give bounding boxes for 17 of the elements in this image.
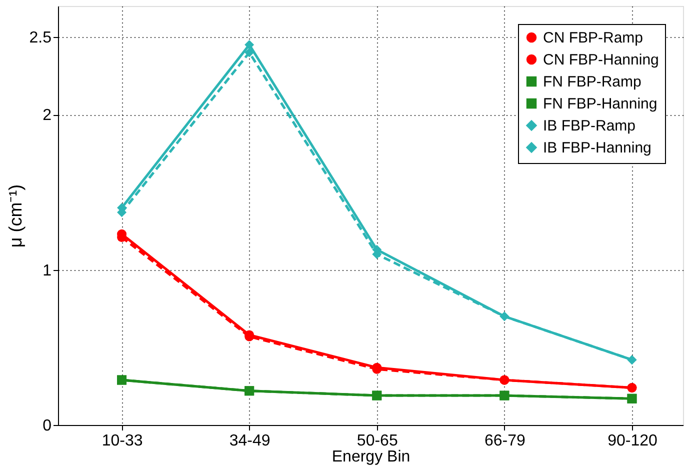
- legend-label: FN FBP-Hanning: [543, 96, 658, 112]
- y-tick-label: 1: [42, 262, 52, 280]
- y-tick-label: 2.5: [29, 30, 52, 47]
- legend-label: CN FBP-Ramp: [543, 30, 644, 46]
- x-tick-label: 10-33: [102, 432, 143, 450]
- x-tick-label: 90-120: [608, 432, 658, 450]
- x-axis-title: Energy Bin: [332, 448, 410, 466]
- y-tick-label: 2: [42, 107, 52, 124]
- x-tick-label: 66-79: [484, 432, 526, 450]
- x-tick-label: 50-65: [356, 432, 398, 450]
- legend-label: IB FBP-Ramp: [543, 118, 636, 134]
- legend-label: CN FBP-Hanning: [543, 52, 659, 68]
- legend-label: IB FBP-Hanning: [543, 140, 652, 156]
- y-axis-title: μ (cm⁻¹): [5, 184, 26, 248]
- y-tick-label: 0: [42, 418, 52, 434]
- legend-label: FN FBP-Ramp: [543, 74, 642, 90]
- x-tick-label: 34-49: [229, 432, 270, 450]
